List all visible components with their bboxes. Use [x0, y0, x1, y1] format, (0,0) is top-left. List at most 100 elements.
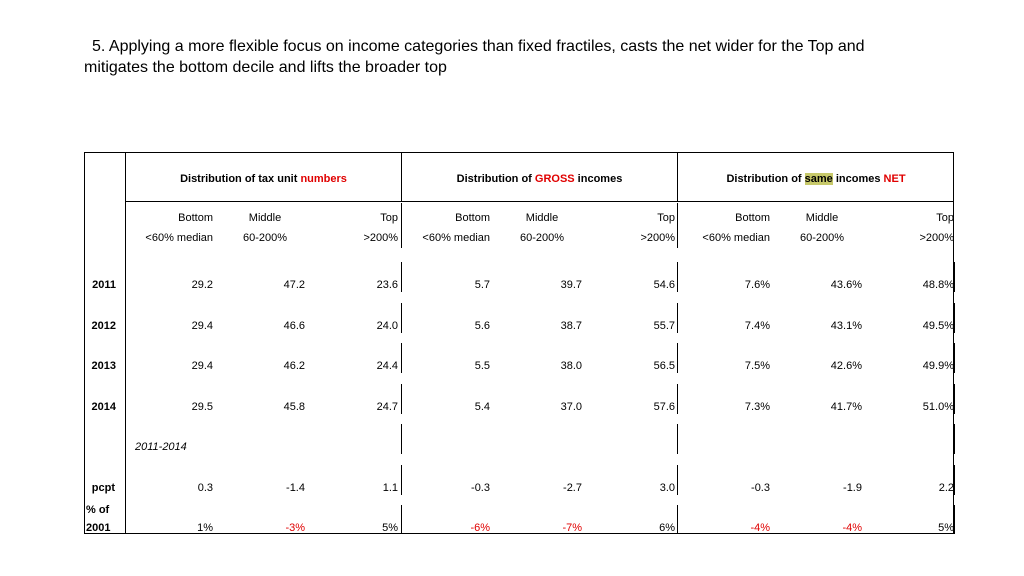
subheader-range-middle: 60-200%: [519, 232, 565, 244]
table-cell: 6%: [659, 522, 675, 534]
column-tick: [954, 384, 955, 414]
header-net-text: Distribution of: [726, 173, 805, 185]
header-numbers: Distribution of tax unit numbers: [126, 172, 401, 186]
column-tick: [954, 424, 955, 454]
table-cell: 5.7: [474, 279, 490, 291]
group-divider-1: [401, 152, 402, 202]
column-tick: [954, 303, 955, 333]
table-cell: 56.5: [653, 360, 675, 372]
header-gross-emphasis: GROSS: [534, 173, 575, 185]
header-numbers-text: Distribution of tax unit: [180, 173, 301, 185]
column-tick: [401, 303, 402, 333]
column-tick: [677, 505, 678, 534]
table-cell: 43.6%: [830, 279, 862, 291]
subheader-middle: Middle: [805, 212, 839, 224]
table-cell: 51.0%: [922, 401, 954, 413]
table-cell: -4%: [842, 522, 862, 534]
header-numbers-emphasis: numbers: [300, 173, 347, 185]
header-gross: Distribution of GROSS incomes: [402, 172, 677, 186]
table-cell: 29.4: [191, 320, 213, 332]
table-cell: -6%: [470, 522, 490, 534]
row-label: 2013: [91, 360, 116, 372]
column-tick: [954, 505, 955, 534]
subheader-range-top: >200%: [363, 232, 398, 244]
header-net-highlight: same: [804, 173, 833, 185]
slide-title: 5. Applying a more flexible focus on inc…: [84, 36, 964, 78]
column-tick: [677, 343, 678, 373]
row-label: 2011: [92, 279, 116, 291]
column-tick: [677, 203, 678, 248]
table-cell: 5.6: [474, 320, 490, 332]
subheader-range-bottom: <60% median: [145, 232, 213, 244]
subheader-top: Top: [936, 212, 954, 224]
column-tick: [677, 424, 678, 454]
group-divider-2: [677, 152, 678, 202]
title-line-2: mitigates the bottom decile and lifts th…: [84, 59, 447, 76]
header-gross-text: Distribution of: [456, 173, 535, 185]
table-cell: -1.9: [843, 482, 862, 494]
table-cell: 7.4%: [744, 320, 770, 332]
subheader-bottom: Bottom: [735, 212, 770, 224]
table-cell: 49.9%: [922, 360, 954, 372]
table-cell: 7.6%: [744, 279, 770, 291]
table-cell: 3.0: [659, 482, 675, 494]
column-tick: [954, 262, 955, 292]
table-cell: 46.2: [283, 360, 305, 372]
table-cell: 39.7: [560, 279, 582, 291]
subheader-range-middle: 60-200%: [799, 232, 845, 244]
subheader-range-top: >200%: [919, 232, 954, 244]
subheader-bottom: Bottom: [455, 212, 490, 224]
row-label-pcpt: pcpt: [91, 482, 115, 494]
row-label: 2012: [91, 320, 116, 332]
table-cell: 45.8: [283, 401, 305, 413]
subheader-middle: Middle: [248, 212, 282, 224]
title-line-1: 5. Applying a more flexible focus on inc…: [92, 38, 865, 55]
header-net-middle: incomes: [832, 173, 884, 185]
table-cell: 48.8%: [922, 279, 954, 291]
table-cell: 2.2: [938, 482, 954, 494]
table-cell: 47.2: [283, 279, 305, 291]
label-column-divider: [125, 152, 126, 534]
table-cell: 7.3%: [744, 401, 770, 413]
column-tick: [677, 384, 678, 414]
table-cell: 43.1%: [830, 320, 862, 332]
subheader-range-middle: 60-200%: [242, 232, 288, 244]
table-cell: 57.6: [653, 401, 675, 413]
table-cell: -2.7: [563, 482, 582, 494]
row-label: 2014: [91, 401, 116, 413]
table-cell: 1%: [197, 522, 213, 534]
table-cell: 49.5%: [922, 320, 954, 332]
column-tick: [401, 262, 402, 292]
table-cell: 41.7%: [830, 401, 862, 413]
column-tick: [677, 262, 678, 292]
table-cell: 5%: [938, 522, 954, 534]
column-tick: [401, 203, 402, 248]
table-cell: -0.3: [471, 482, 490, 494]
header-net: Distribution of same incomes NET: [678, 172, 954, 186]
table-cell: 29.4: [191, 360, 213, 372]
table-cell: 23.6: [376, 279, 398, 291]
table-cell: -7%: [562, 522, 582, 534]
table-cell: 24.7: [376, 401, 398, 413]
subheader-top: Top: [657, 212, 675, 224]
table-cell: 46.6: [283, 320, 305, 332]
table-cell: 24.0: [376, 320, 398, 332]
period-label: 2011-2014: [135, 441, 187, 453]
column-tick: [677, 465, 678, 495]
header-gross-suffix: incomes: [574, 173, 623, 185]
table-cell: 54.6: [653, 279, 675, 291]
column-tick: [954, 465, 955, 495]
table-cell: 37.0: [560, 401, 582, 413]
table-cell: -0.3: [751, 482, 770, 494]
column-tick: [401, 384, 402, 414]
table-cell: 0.3: [197, 482, 213, 494]
table-cell: 5.5: [474, 360, 490, 372]
table-cell: -1.4: [286, 482, 305, 494]
header-divider: [125, 201, 954, 202]
column-tick: [401, 465, 402, 495]
table-cell: 5.4: [474, 401, 490, 413]
column-tick: [677, 303, 678, 333]
distribution-table: [84, 152, 954, 534]
table-cell: -4%: [750, 522, 770, 534]
table-cell: -3%: [285, 522, 305, 534]
